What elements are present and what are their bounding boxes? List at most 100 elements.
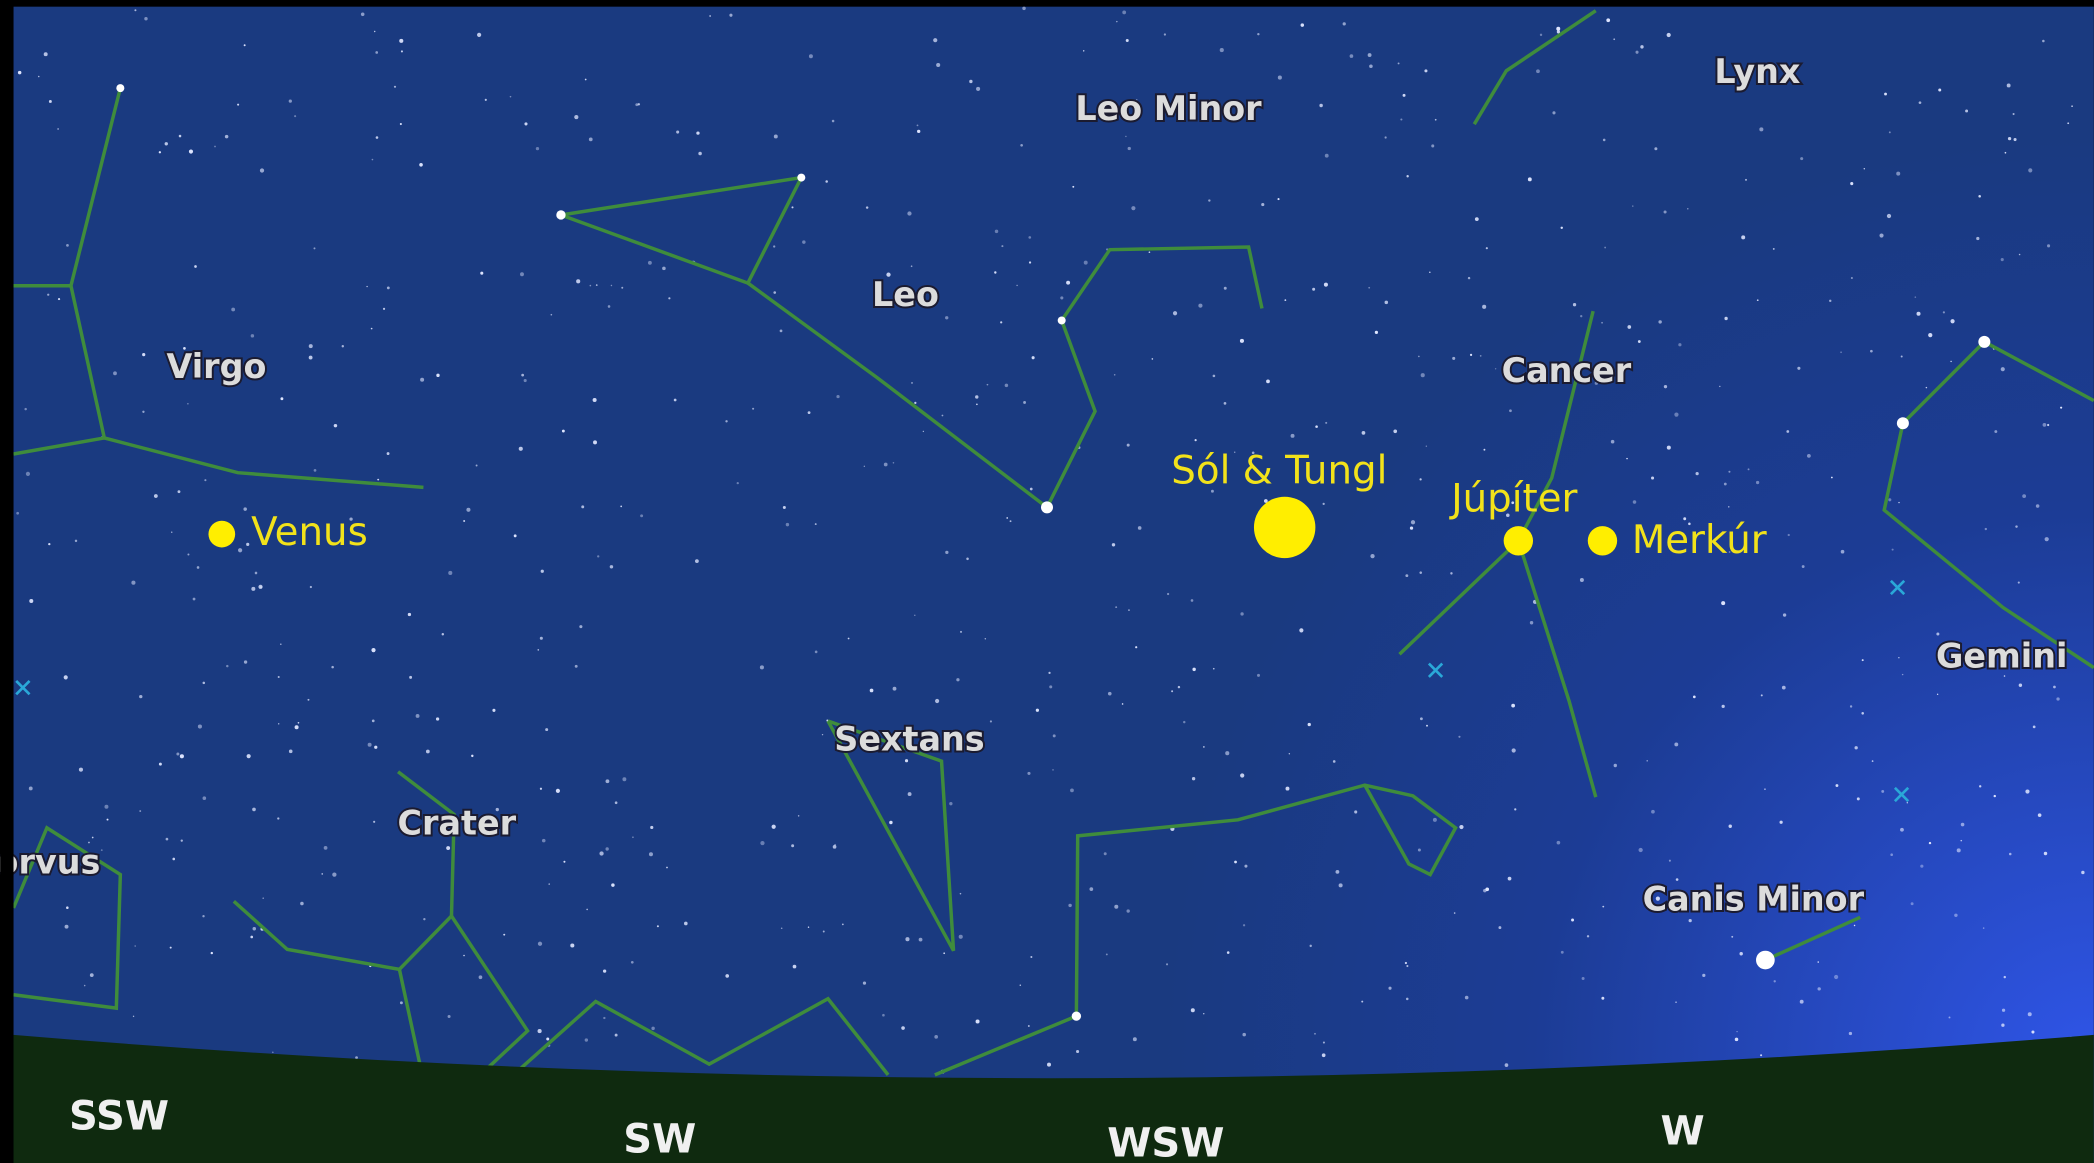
star — [791, 844, 794, 847]
star — [548, 883, 550, 885]
label: Cancer — [1502, 351, 1632, 390]
star — [935, 699, 939, 703]
star — [1580, 315, 1582, 317]
star — [371, 328, 373, 330]
star — [1433, 818, 1437, 822]
star — [615, 1034, 618, 1037]
star — [1104, 852, 1107, 855]
star — [889, 821, 892, 824]
star — [589, 138, 593, 142]
star — [250, 936, 253, 939]
star — [2060, 407, 2062, 409]
star — [1561, 227, 1563, 229]
star — [585, 79, 587, 81]
star — [976, 1019, 980, 1023]
star — [289, 750, 293, 754]
star — [1658, 320, 1661, 323]
star — [593, 440, 597, 444]
star — [1911, 902, 1914, 905]
star — [870, 689, 874, 693]
star — [238, 548, 242, 552]
star — [1135, 646, 1137, 648]
star — [1465, 996, 1469, 1000]
star — [1486, 247, 1488, 249]
star — [372, 720, 375, 723]
star — [1084, 261, 1088, 265]
star — [1324, 283, 1328, 287]
star — [1736, 1031, 1737, 1032]
star — [1257, 674, 1260, 677]
star — [2014, 138, 2017, 141]
star — [1420, 717, 1423, 720]
star — [2015, 525, 2017, 527]
star — [231, 308, 235, 312]
star — [995, 230, 998, 233]
star — [1083, 50, 1084, 51]
star — [1884, 93, 1887, 96]
star — [1286, 787, 1290, 791]
star — [1957, 848, 1961, 852]
star — [376, 136, 379, 139]
star — [1664, 211, 1667, 214]
star — [521, 374, 524, 377]
star — [1131, 206, 1135, 210]
star — [480, 272, 483, 275]
star — [423, 918, 425, 920]
star — [1854, 925, 1855, 926]
star — [1138, 526, 1142, 530]
star — [1831, 477, 1833, 479]
star — [2067, 122, 2069, 124]
star — [134, 9, 136, 11]
star — [66, 244, 69, 247]
star — [2008, 137, 2011, 140]
star — [1406, 965, 1408, 967]
star — [1421, 373, 1425, 377]
star — [1289, 753, 1290, 754]
star — [1802, 565, 1805, 568]
star — [387, 452, 390, 455]
star — [783, 506, 786, 509]
star — [1325, 422, 1327, 424]
star — [907, 211, 911, 215]
star — [985, 638, 986, 639]
star — [479, 975, 483, 979]
star — [1536, 69, 1540, 73]
star — [1636, 51, 1639, 54]
star — [65, 925, 69, 929]
star — [987, 384, 989, 386]
star — [262, 897, 264, 899]
star — [142, 411, 144, 413]
star — [1773, 248, 1775, 250]
star — [1419, 571, 1422, 574]
star — [1224, 287, 1227, 290]
star — [1385, 136, 1387, 138]
star — [134, 945, 135, 946]
star — [1887, 214, 1891, 218]
star — [1774, 980, 1776, 982]
star — [1419, 478, 1421, 480]
star — [448, 1015, 451, 1018]
star — [1841, 550, 1845, 554]
star — [1606, 18, 1610, 22]
star — [1917, 312, 1921, 316]
star — [1036, 709, 1039, 712]
star — [44, 52, 48, 56]
star — [1020, 144, 1023, 147]
star — [945, 551, 948, 554]
star — [1266, 379, 1270, 383]
star — [244, 660, 247, 663]
star — [202, 915, 204, 917]
star — [1022, 7, 1025, 10]
star — [1475, 217, 1479, 221]
star — [1994, 795, 1996, 797]
star — [1468, 277, 1470, 279]
star — [923, 431, 924, 432]
star — [1125, 136, 1126, 137]
star — [698, 152, 702, 156]
star — [884, 463, 888, 467]
star — [1674, 412, 1678, 416]
star — [942, 415, 944, 417]
star — [1227, 951, 1230, 954]
star — [373, 821, 375, 823]
star — [1834, 975, 1838, 979]
